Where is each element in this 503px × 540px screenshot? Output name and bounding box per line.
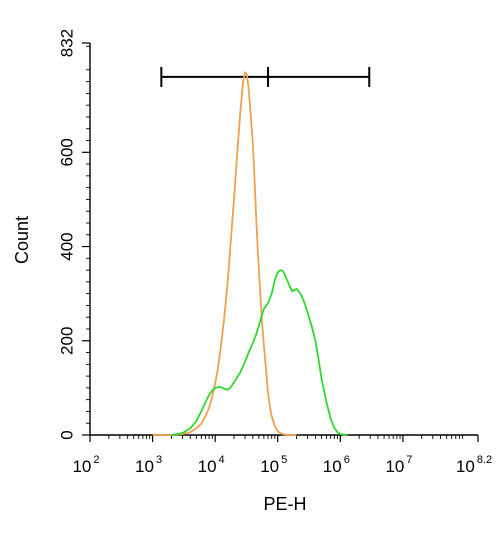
y-tick-label-0: 0 [57, 430, 76, 439]
x-tick-label-exp-1: 3 [156, 454, 162, 466]
y-axis-title: Count [12, 216, 32, 264]
x-tick-label-exp-2: 4 [219, 454, 225, 466]
x-tick-label-base-4: 10 [323, 457, 342, 476]
x-tick-label-exp-6: 8.2 [477, 454, 492, 466]
x-tick-label-exp-4: 6 [344, 454, 350, 466]
histogram-series-1 [171, 269, 348, 436]
x-tick-label-base-0: 10 [72, 457, 91, 476]
x-tick-label-base-1: 10 [135, 457, 154, 476]
y-tick-label-3: 600 [57, 138, 76, 166]
x-tick-label-3: 10 5 [260, 454, 287, 476]
x-tick-label-0: 10 2 [72, 454, 99, 476]
x-axis-title: PE-H [263, 494, 306, 514]
x-tick-label-1: 10 3 [135, 454, 162, 476]
x-tick-label-exp-5: 7 [406, 454, 412, 466]
x-tick-label-base-2: 10 [198, 457, 217, 476]
x-tick-label-2: 10 4 [198, 454, 225, 476]
y-tick-label-2: 400 [57, 232, 76, 260]
y-tick-label-1: 200 [57, 327, 76, 355]
histogram-series-0 [152, 71, 297, 436]
x-tick-label-exp-0: 2 [93, 454, 99, 466]
x-tick-label-exp-3: 5 [281, 454, 287, 466]
x-tick-label-base-3: 10 [260, 457, 279, 476]
x-tick-label-5: 10 7 [385, 454, 412, 476]
y-tick-label-4: 832 [57, 29, 76, 57]
x-tick-label-4: 10 6 [323, 454, 350, 476]
x-tick-label-6: 10 8.2 [456, 454, 492, 476]
x-tick-label-base-5: 10 [385, 457, 404, 476]
x-tick-label-base-6: 10 [456, 457, 475, 476]
